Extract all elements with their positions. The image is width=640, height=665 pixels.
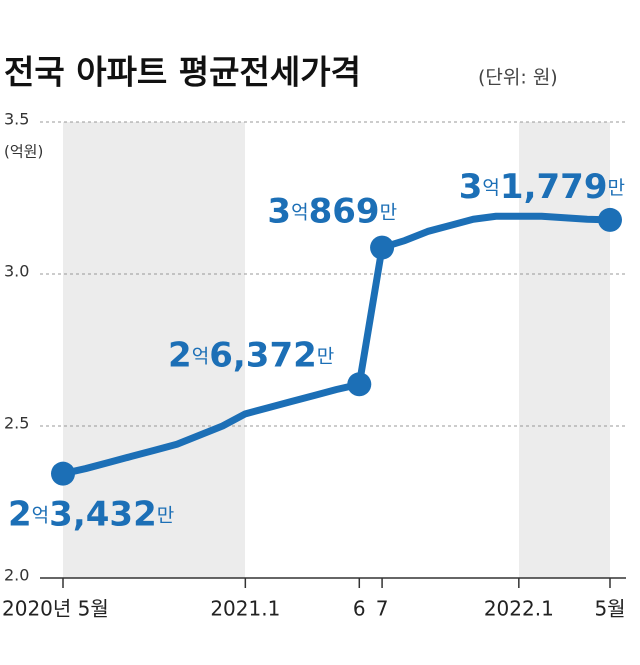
x-tick-label: 2022.1	[484, 597, 554, 621]
x-tick-label: 2021.1	[210, 597, 280, 621]
year-band	[63, 122, 245, 578]
x-tick-label: 2020년 5월	[2, 597, 109, 621]
value-label: 2억6,372만	[168, 335, 334, 375]
marker	[370, 235, 395, 260]
y-tick-label: 2.0	[4, 566, 29, 585]
x-tick-label: 7	[376, 597, 389, 621]
y-axis-label: (억원)	[4, 143, 43, 161]
value-label: 3억869만	[267, 191, 397, 231]
line	[59, 212, 614, 478]
marker	[51, 461, 75, 486]
x-tick-label: 6	[353, 597, 366, 621]
value-label: 2억3,432만	[8, 494, 174, 534]
year-band	[519, 122, 610, 578]
y-tick-label: 3.0	[4, 262, 29, 281]
y-tick-label: 3.5	[4, 110, 29, 129]
marker	[347, 372, 372, 397]
chart-subtitle: (단위: 원)	[478, 67, 558, 89]
x-tick-label: 5월	[594, 597, 625, 621]
chart-title: 전국 아파트 평균전세가격	[4, 53, 361, 92]
value-label: 3억1,779만	[459, 166, 625, 206]
y-tick-label: 2.5	[4, 414, 29, 433]
marker	[598, 207, 622, 232]
